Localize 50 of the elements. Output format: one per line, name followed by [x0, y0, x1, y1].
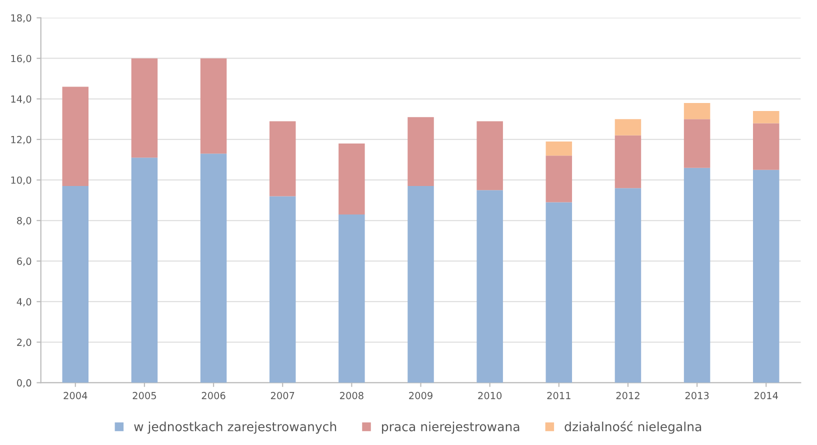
- legend-label: w jednostkach zarejestrowanych: [134, 422, 336, 434]
- bar: [684, 102, 710, 120]
- bar: [131, 158, 158, 383]
- bar: [684, 168, 710, 383]
- bar: [62, 86, 89, 186]
- legend-label: praca nierejestrowana: [382, 422, 520, 434]
- bar: [684, 119, 710, 168]
- x-tick-label: 2011: [547, 392, 570, 400]
- bar: [476, 190, 503, 383]
- bar: [546, 202, 572, 383]
- x-tick-label: 2008: [340, 392, 364, 400]
- y-tick-label: 2,0: [17, 338, 32, 347]
- bar: [753, 123, 780, 170]
- y-tick-label: 4,0: [16, 298, 32, 306]
- y-tick-label: 18,0: [11, 14, 32, 23]
- bar: [269, 196, 296, 383]
- bar: [408, 117, 434, 186]
- bar: [546, 156, 572, 202]
- x-tick-label: 2009: [409, 392, 432, 400]
- bar: [546, 141, 572, 156]
- bar: [476, 121, 503, 190]
- x-tick-label: 2010: [478, 392, 502, 400]
- y-tick-label: 8,0: [17, 217, 32, 226]
- bar: [614, 188, 642, 383]
- bar: [753, 170, 780, 383]
- y-tick-label: 12,0: [11, 136, 32, 144]
- bar: [614, 135, 642, 188]
- bar: [131, 58, 158, 158]
- x-tick-label: 2012: [616, 392, 640, 400]
- x-tick-label: 2014: [754, 392, 778, 400]
- y-tick-label: 14,0: [11, 95, 32, 104]
- bar: [753, 111, 780, 124]
- y-tick-label: 6,0: [17, 258, 32, 266]
- bar: [338, 214, 365, 383]
- legend-label: działalność nielegalna: [564, 421, 702, 434]
- y-tick-label: 10,0: [11, 176, 32, 185]
- bar: [338, 143, 365, 214]
- bar: [614, 119, 642, 136]
- x-tick-label: 2007: [270, 392, 294, 400]
- bar: [200, 154, 227, 383]
- x-tick-label: 2013: [685, 392, 709, 400]
- x-tick-label: 2005: [132, 392, 156, 400]
- bar: [269, 121, 296, 196]
- bar: [200, 58, 227, 154]
- x-tick-label: 2006: [202, 392, 226, 400]
- x-tick-label: 2004: [64, 392, 88, 400]
- y-tick-label: 16,0: [11, 54, 32, 64]
- y-tick-label: 0,0: [17, 379, 32, 388]
- bar: [408, 186, 434, 383]
- bar: [62, 186, 89, 383]
